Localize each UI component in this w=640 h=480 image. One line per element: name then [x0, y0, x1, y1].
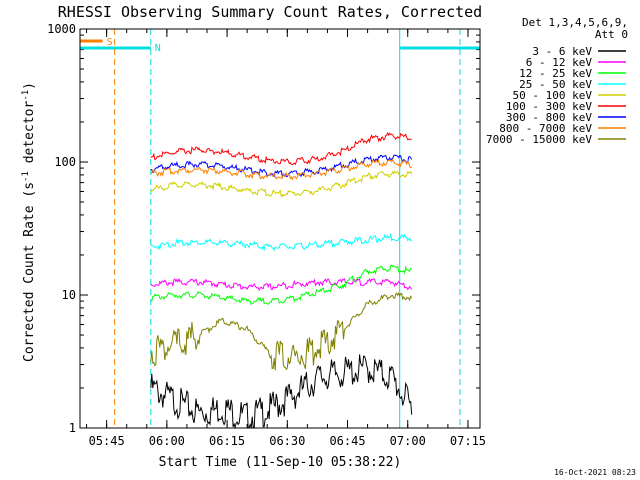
legend-header-line-1: Det 1,3,4,5,6,9,: [522, 16, 628, 29]
series-line: [150, 158, 413, 181]
x-tick-label: 06:45: [329, 434, 365, 448]
y-axis-title-sup-2: -1: [21, 90, 31, 101]
y-axis-title: Corrected Count Rate (s-1 detector-1): [21, 82, 37, 362]
legend-label: 25 - 50 keV: [519, 78, 592, 91]
series-line: [150, 170, 413, 198]
legend-label: 7000 - 15000 keV: [486, 133, 592, 146]
series-line: [150, 277, 413, 292]
legend-label: 3 - 6 keV: [532, 45, 592, 58]
legend-label: 12 - 25 keV: [519, 67, 592, 80]
night-bar-label: N: [155, 43, 161, 54]
y-axis-title-part-2: detector: [22, 101, 37, 172]
x-axis-title: Start Time (11-Sep-10 05:38:22): [159, 455, 402, 470]
legend-label: 6 - 12 keV: [526, 56, 593, 69]
series-line: [150, 292, 413, 371]
series-line: [150, 131, 412, 166]
plot-area: 1 10 100 1000 05:45 06:00 06:15 06:30 06:45 07:00…: [47, 22, 486, 448]
y-tick-label: 1: [69, 421, 76, 435]
plot-frame: [79, 28, 481, 429]
x-tick-label: 06:00: [149, 434, 185, 448]
chart-title: RHESSI Observing Summary Count Rates, Co…: [58, 3, 482, 21]
x-tick-label: 07:00: [390, 434, 426, 448]
series-line: [150, 232, 412, 252]
series-line: [150, 154, 413, 179]
legend-label: 800 - 7000 keV: [499, 122, 592, 135]
y-tick-label: 1000: [47, 22, 76, 36]
x-tick-label: 06:30: [269, 434, 305, 448]
y-axis-title-sup-1: -1: [21, 171, 31, 182]
legend-header-line-2: Att 0: [595, 28, 628, 41]
legend-label: 100 - 300 keV: [506, 100, 592, 113]
legend-label: 300 - 800 keV: [506, 111, 592, 124]
timestamp: 16-Oct-2021 08:23: [554, 468, 636, 477]
y-tick-label: 100: [54, 155, 76, 169]
series-line: [150, 264, 412, 306]
y-axis-title-part-3: ): [22, 82, 37, 90]
x-tick-label: 07:15: [450, 434, 486, 448]
legend-label: 50 - 100 keV: [513, 89, 593, 102]
saa-bar-label: S: [107, 37, 113, 48]
x-tick-label: 06:15: [209, 434, 245, 448]
series-line: [150, 354, 413, 430]
x-tick-label: 05:45: [89, 434, 125, 448]
y-axis-title-part-1: Corrected Count Rate (s: [22, 182, 37, 362]
y-tick-label: 10: [62, 288, 76, 302]
